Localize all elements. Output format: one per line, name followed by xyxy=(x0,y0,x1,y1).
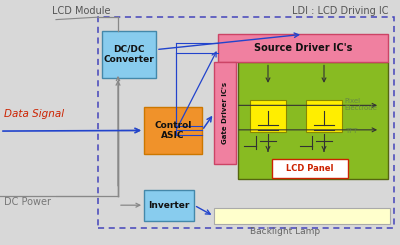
FancyBboxPatch shape xyxy=(218,34,388,62)
FancyBboxPatch shape xyxy=(144,190,194,220)
FancyBboxPatch shape xyxy=(214,208,390,224)
FancyBboxPatch shape xyxy=(250,100,286,132)
FancyBboxPatch shape xyxy=(272,159,348,178)
Text: Gate Driver IC's: Gate Driver IC's xyxy=(222,82,228,144)
Text: Pixel
Electrode: Pixel Electrode xyxy=(345,98,378,111)
Text: TFT: TFT xyxy=(345,128,357,134)
Text: Control
ASIC: Control ASIC xyxy=(154,121,192,140)
Text: LCD Module: LCD Module xyxy=(52,6,110,16)
Text: Backlight Lamp: Backlight Lamp xyxy=(250,227,320,236)
FancyBboxPatch shape xyxy=(144,107,202,154)
FancyBboxPatch shape xyxy=(238,62,388,179)
FancyBboxPatch shape xyxy=(102,31,156,78)
Text: Inverter: Inverter xyxy=(148,201,190,210)
Text: DC/DC
Converter: DC/DC Converter xyxy=(104,45,154,64)
FancyBboxPatch shape xyxy=(214,62,236,164)
Text: Data Signal: Data Signal xyxy=(4,109,64,119)
Text: LCD Panel: LCD Panel xyxy=(286,164,334,173)
Text: LDI : LCD Driving IC: LDI : LCD Driving IC xyxy=(292,6,388,16)
FancyBboxPatch shape xyxy=(306,100,342,132)
Text: DC Power: DC Power xyxy=(4,197,51,207)
Text: Source Driver IC's: Source Driver IC's xyxy=(254,43,352,53)
